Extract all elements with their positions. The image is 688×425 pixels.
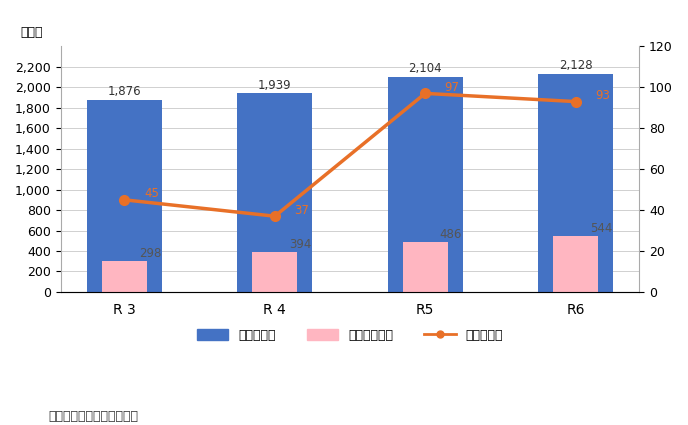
待機児童数 [120, 197, 129, 202]
Text: 97: 97 [444, 81, 460, 94]
Bar [402, 242, 448, 292]
Line: 待機児童数: 待機児童数 [120, 88, 581, 221]
Text: 93: 93 [595, 89, 610, 102]
Legend: 在籍児童数, 都型登録者数, 待機児童数: 在籍児童数, 都型登録者数, 待機児童数 [192, 324, 508, 347]
Text: 486: 486 [440, 228, 462, 241]
Bar [252, 252, 297, 292]
Text: 2,128: 2,128 [559, 60, 592, 72]
Bar [553, 236, 598, 292]
Text: 298: 298 [139, 247, 161, 261]
待機児童数 [421, 91, 429, 96]
Text: 1,939: 1,939 [258, 79, 292, 92]
Text: 37: 37 [294, 204, 309, 217]
待機児童数 [270, 214, 279, 219]
Bar [387, 76, 463, 292]
Text: 45: 45 [144, 187, 159, 200]
Text: 394: 394 [289, 238, 312, 251]
Bar [237, 94, 312, 292]
Text: 資料：児童青少年課　作成: 資料：児童青少年課 作成 [48, 410, 138, 423]
Text: 544: 544 [590, 222, 612, 235]
Bar [87, 100, 162, 292]
Bar [538, 74, 613, 292]
Text: 2,104: 2,104 [409, 62, 442, 75]
待機児童数 [571, 99, 579, 104]
Text: （人）: （人） [20, 26, 43, 39]
Text: 1,876: 1,876 [108, 85, 141, 98]
Bar [102, 261, 147, 292]
